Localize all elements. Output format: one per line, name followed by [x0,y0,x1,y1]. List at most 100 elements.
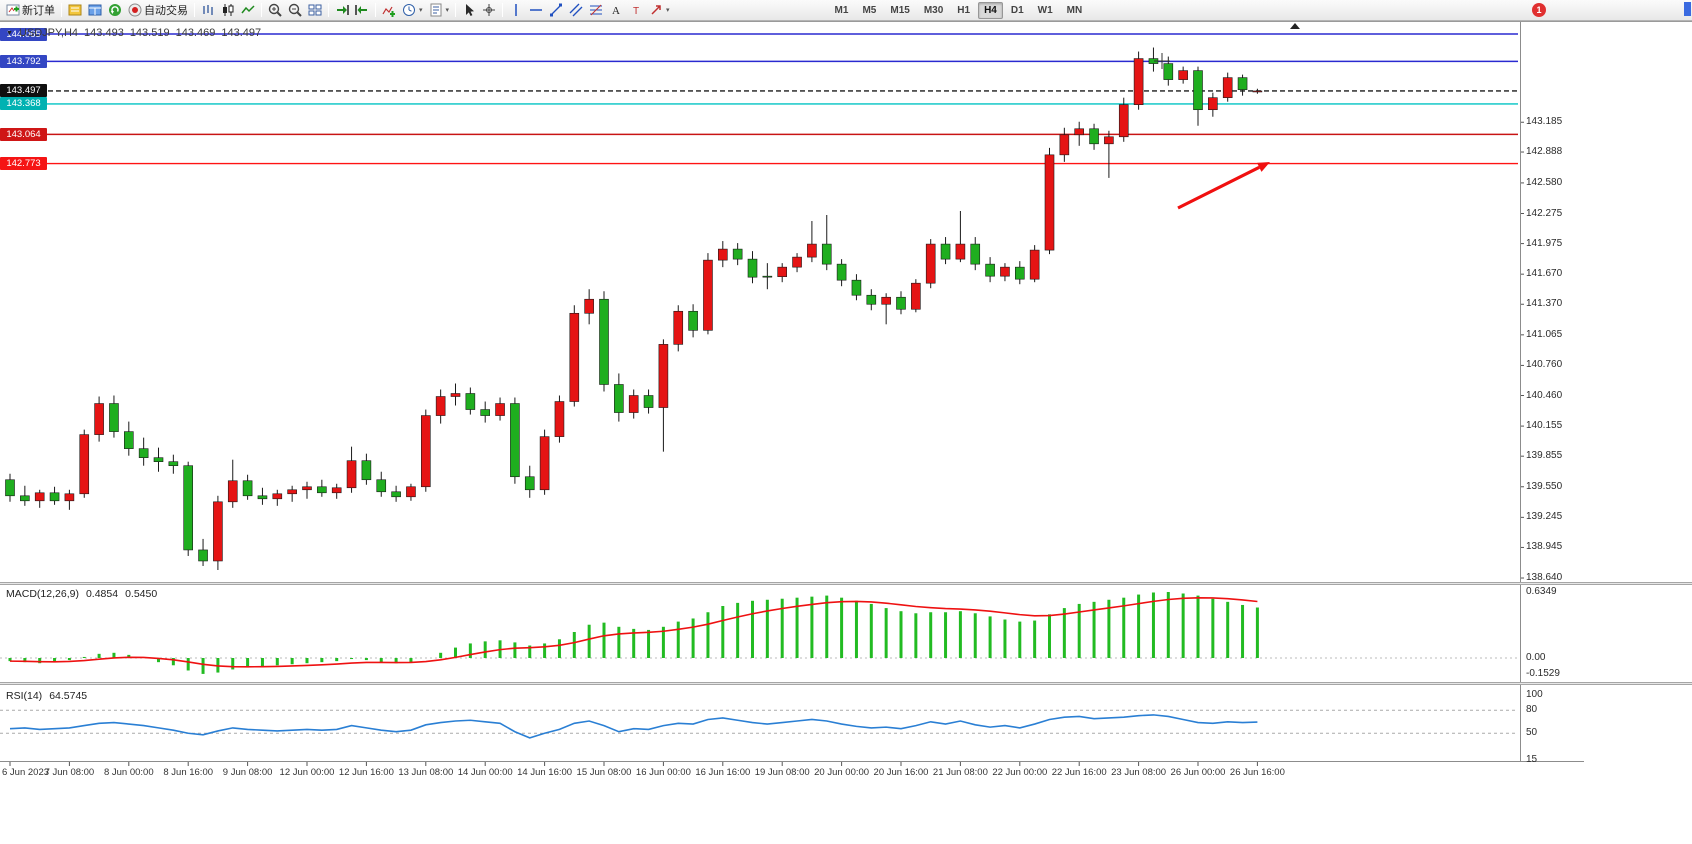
zoom-out-button[interactable] [285,1,305,19]
candle-body [703,259,713,331]
candle-body [777,266,788,277]
indicators-button[interactable] [379,1,399,19]
auto-scroll-button[interactable] [332,1,352,19]
candle-body [881,296,891,305]
candle-body [1178,70,1188,80]
clock-icon [402,3,416,17]
candlestick-icon [221,3,235,17]
candlestick-button[interactable] [218,1,238,19]
tile-windows-button[interactable] [305,1,325,19]
new-order-button[interactable]: 新订单 [3,1,58,19]
timeframe-mn[interactable]: MN [1066,4,1083,16]
timeframe-h1[interactable]: H1 [957,4,971,16]
crosshair-button[interactable] [479,1,499,19]
candle-body [940,243,951,260]
timeframe-w1[interactable]: W1 [1037,4,1053,16]
scroll-position-marker-icon [1290,23,1300,29]
toolbar-separator [455,3,457,17]
candle-body [836,263,847,281]
collapse-indicator-icon[interactable]: ▼ [6,29,13,37]
candle-body [747,258,758,278]
candle-body [79,434,90,495]
timeframe-m15[interactable]: M15 [890,4,910,16]
price-axis-border [1520,22,1521,761]
annotation-arrow-head[interactable] [1257,162,1270,172]
arrows-button[interactable]: ▾ [646,1,673,19]
zoom-in-button[interactable] [265,1,285,19]
candle-body [420,415,431,488]
chart-window: ▼ USDJPY,H4 143.493 143.519 143.469 143.… [0,21,1692,844]
candle-body [866,294,877,305]
text-button[interactable]: A [606,1,626,19]
timeframe-m5[interactable]: M5 [862,4,877,16]
autotrading-button[interactable]: 自动交易 [125,1,191,19]
line-chart-button[interactable] [238,1,258,19]
horizontal-line-button[interactable] [526,1,546,19]
chevron-down-icon: ▾ [445,7,450,14]
svg-text:A: A [612,5,620,17]
chart-symbol-period: USDJPY,H4 [18,27,79,39]
scrollbar-fragment [1684,2,1691,16]
candle-body [183,465,193,551]
candle-body [717,248,728,261]
candle-body [20,495,30,502]
data-window-icon [88,3,102,17]
candle-body [851,279,862,296]
candle-body [1208,97,1218,111]
bar-chart-button[interactable] [198,1,218,19]
candle-body [599,298,609,385]
fibonacci-button[interactable] [586,1,606,19]
toolbar-separator [194,3,195,17]
candle-body [1044,154,1055,251]
timeframe-m30[interactable]: M30 [923,4,944,16]
candle-body [480,409,491,416]
panel-splitter-macd[interactable] [0,582,1692,585]
channel-button[interactable] [566,1,586,19]
candle-body [317,486,327,494]
candle-body [64,493,75,502]
refresh-button[interactable] [105,1,125,19]
new-order-icon [6,3,20,17]
vertical-line-button[interactable] [506,1,526,19]
candle-body [213,501,223,562]
candle-body [554,401,565,437]
cursor-button[interactable] [459,1,479,19]
timeframe-m1[interactable]: M1 [834,4,849,16]
toolbar-separator [375,3,376,17]
chart-shift-button[interactable] [352,1,372,19]
autotrading-icon [128,3,142,17]
chevron-down-icon: ▾ [419,7,423,14]
channel-icon [569,3,583,17]
candle-body [302,486,312,491]
market-panel-button[interactable] [65,1,85,19]
trendline-icon [549,3,563,17]
trendline-button[interactable] [546,1,566,19]
timeframe-d1[interactable]: D1 [1010,4,1024,16]
candle-body [569,312,580,402]
candle-body [361,460,372,481]
candle-body [732,248,743,260]
chart-shift-icon [355,3,369,17]
candle-body [450,393,461,397]
candle-body [272,493,283,500]
candle-body [628,395,639,413]
chart-canvas [0,33,1524,766]
candle-body [1074,128,1084,136]
candle-body [495,403,505,416]
periods-button[interactable]: ▾ [399,1,426,19]
candle-body [1163,63,1174,80]
templates-button[interactable]: ▾ [426,1,453,19]
candle-body [1222,77,1233,98]
candle-body [1252,90,1263,93]
data-window-button[interactable] [85,1,105,19]
timeframe-h4[interactable]: H4 [978,1,1003,19]
candle-body [955,243,966,260]
candle-body [109,403,119,432]
candle-body [34,492,45,502]
chart-high-value: 143.519 [129,27,170,39]
annotation-arrow[interactable] [1177,165,1260,210]
panel-splitter-rsi[interactable] [0,682,1692,685]
candle-body [465,393,476,410]
notification-badge[interactable]: 1 [1532,3,1546,17]
label-button[interactable]: T [626,1,646,19]
